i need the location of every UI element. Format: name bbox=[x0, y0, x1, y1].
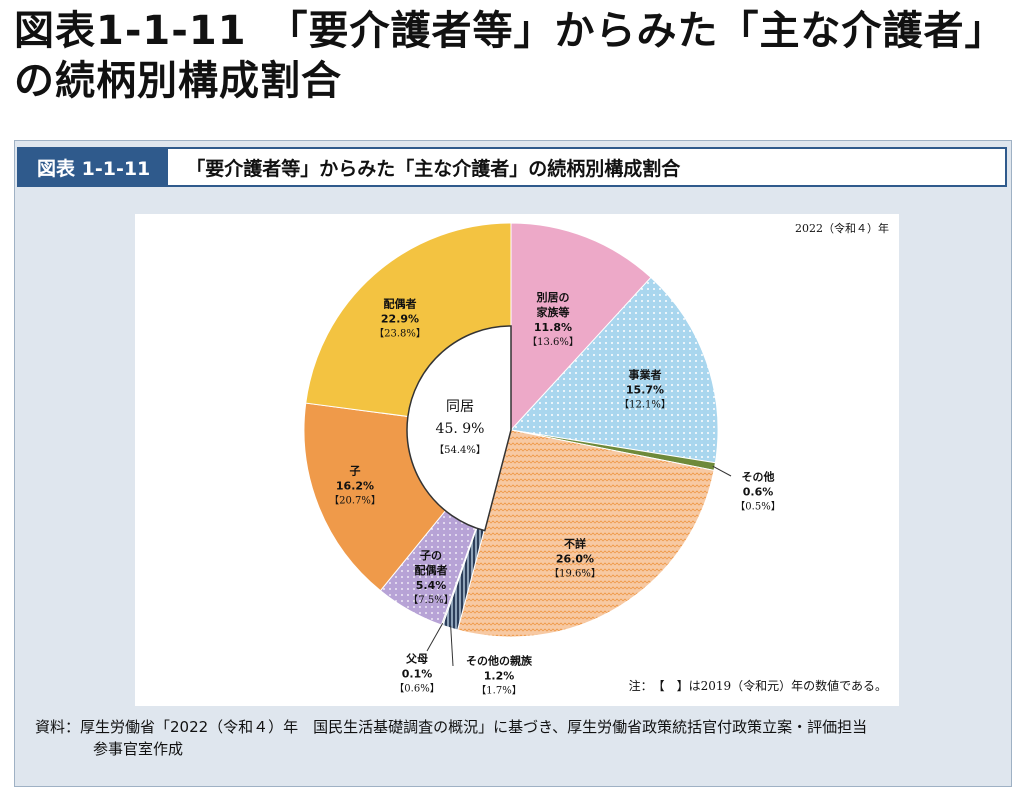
label-family-separate-prev: 【13.6%】 bbox=[527, 337, 579, 348]
slice-business bbox=[510, 276, 719, 464]
slice-family-separate bbox=[510, 222, 652, 432]
label-business-prev: 【12.1%】 bbox=[619, 399, 671, 411]
label-child-spouse-value: 5.4% bbox=[415, 579, 447, 592]
label-other: その他 0.6% 【0.5%】 bbox=[735, 470, 780, 515]
label-family-separate-name: 別居の bbox=[536, 291, 570, 304]
page-title: 図表1-1-11 「要介護者等」からみた「主な介護者」の続柄別構成割合 bbox=[14, 8, 1006, 104]
label-unknown-value: 26.0% bbox=[555, 552, 595, 566]
label-parent-value: 0.1% bbox=[401, 667, 433, 681]
label-child-name: 子 bbox=[349, 464, 361, 478]
label-other-relative: その他の親族 1.2% 【1.7%】 bbox=[466, 654, 532, 699]
label-parent-prev: 【0.6%】 bbox=[394, 683, 440, 695]
label-child: 子 16.2% 【20.7%】 bbox=[329, 464, 381, 509]
label-spouse-prev: 【23.8%】 bbox=[374, 328, 426, 340]
label-family-separate: 別居の 家族等 11.8% 【13.6%】 bbox=[527, 290, 579, 350]
label-other-relative-prev: 【1.7%】 bbox=[476, 685, 522, 697]
chart-note: 注： 【 】は2019（令和元）年の数値である。 bbox=[628, 679, 887, 693]
label-unknown-name: 不詳 bbox=[564, 537, 586, 551]
label-business-value: 15.7% bbox=[625, 383, 665, 397]
leader-other bbox=[712, 465, 732, 477]
label-spouse-name: 配偶者 bbox=[383, 297, 417, 311]
label-child-spouse-name: 子の bbox=[420, 549, 442, 562]
pie-chart bbox=[303, 222, 732, 667]
leader-other-relative bbox=[450, 625, 454, 667]
leader-parent bbox=[426, 623, 444, 652]
figure-box: 図表 1-1-11 「要介護者等」からみた「主な介護者」の続柄別構成割合 bbox=[14, 140, 1012, 787]
label-other-name: その他 bbox=[741, 470, 775, 484]
label-child-value: 16.2% bbox=[335, 479, 375, 493]
label-cohabit-value: 45. 9% bbox=[435, 421, 485, 437]
label-unknown: 不詳 26.0% 【19.6%】 bbox=[549, 537, 601, 582]
label-cohabit: 同居 45. 9% 【54.4%】 bbox=[434, 396, 486, 462]
slice-unknown bbox=[456, 429, 715, 638]
label-other-relative-name: その他の親族 bbox=[466, 654, 532, 668]
label-child-spouse-prev: 【7.5%】 bbox=[408, 595, 454, 606]
figure-header: 図表 1-1-11 「要介護者等」からみた「主な介護者」の続柄別構成割合 bbox=[17, 147, 1007, 187]
label-other-prev: 【0.5%】 bbox=[735, 501, 781, 513]
inner-cohabit-slice bbox=[406, 325, 512, 532]
label-other-value: 0.6% bbox=[742, 485, 774, 499]
label-parent: 父母 0.1% 【0.6%】 bbox=[394, 652, 439, 697]
source-text: 資料：厚生労働省「2022（令和４）年 国民生活基礎調査の概況」に基づき、厚生労… bbox=[35, 716, 995, 760]
label-parent-name: 父母 bbox=[406, 652, 428, 666]
label-other-relative-value: 1.2% bbox=[483, 669, 515, 683]
label-child-spouse: 子の 配偶者 5.4% 【7.5%】 bbox=[408, 548, 453, 608]
figure-badge: 図表 1-1-11 bbox=[19, 149, 169, 185]
label-business-name: 事業者 bbox=[628, 368, 662, 382]
label-spouse-value: 22.9% bbox=[380, 312, 420, 326]
label-child-prev: 【20.7%】 bbox=[329, 495, 381, 507]
label-unknown-prev: 【19.6%】 bbox=[549, 568, 601, 580]
source-line-1: 資料：厚生労働省「2022（令和４）年 国民生活基礎調査の概況」に基づき、厚生労… bbox=[35, 718, 868, 736]
label-family-separate-value: 11.8% bbox=[533, 321, 573, 334]
figure-caption: 「要介護者等」からみた「主な介護者」の続柄別構成割合 bbox=[186, 157, 681, 180]
label-family-separate-name-2: 家族等 bbox=[536, 306, 570, 319]
chart-panel: 2022（令和４）年 別居の 家族等 11.8% 【13.6%】 事業者 15.… bbox=[135, 214, 899, 706]
label-cohabit-name: 同居 bbox=[446, 399, 474, 415]
source-line-2: 参事官室作成 bbox=[93, 740, 184, 758]
label-spouse: 配偶者 22.9% 【23.8%】 bbox=[374, 297, 426, 342]
label-cohabit-prev: 【54.4%】 bbox=[434, 445, 486, 456]
label-child-spouse-name-2: 配偶者 bbox=[414, 564, 448, 577]
year-note: 2022（令和４）年 bbox=[795, 222, 889, 235]
label-business: 事業者 15.7% 【12.1%】 bbox=[619, 368, 671, 413]
